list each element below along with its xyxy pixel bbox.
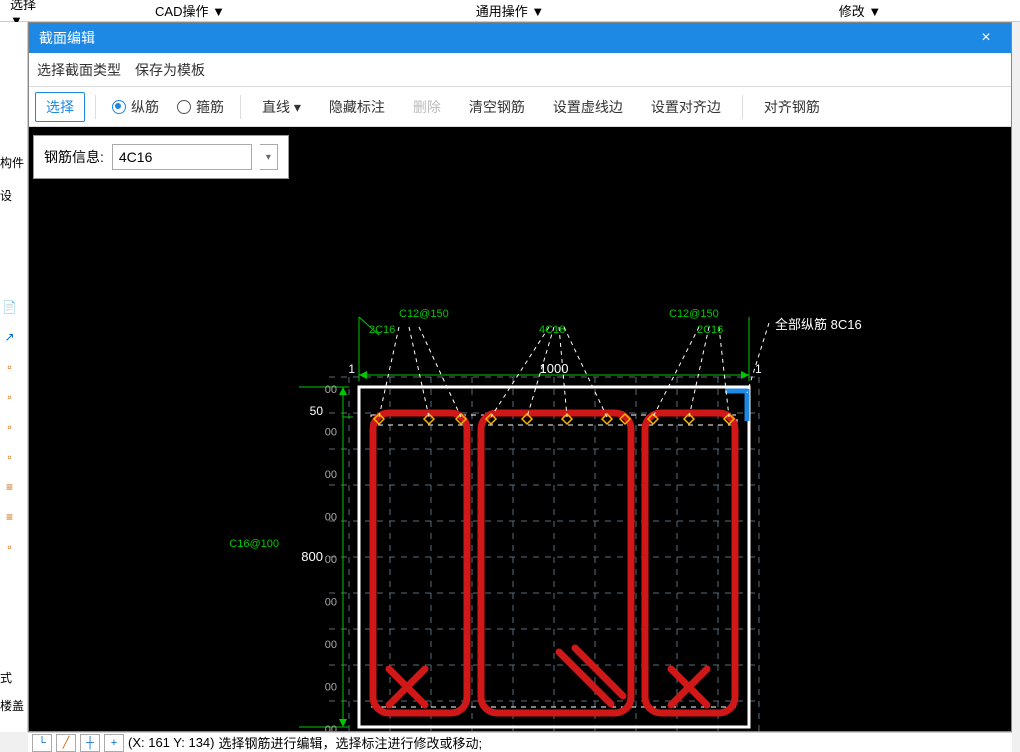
left-label-setting: 设 — [0, 180, 12, 210]
status-coords: (X: 161 Y: 134) — [128, 735, 215, 750]
section-edit-dialog: 截面编辑 × 选择截面类型 保存为模板 选择 纵筋 箍筋 直线 ▾ 隐藏标注 删… — [28, 22, 1012, 732]
select-button[interactable]: 选择 — [35, 92, 85, 122]
separator — [240, 95, 241, 119]
status-message: 选择钢筋进行编辑，选择标注进行修改或移动; — [219, 733, 483, 752]
svg-text:C12@150: C12@150 — [669, 308, 719, 320]
snap-icon[interactable]: + — [104, 734, 124, 752]
snap-icon[interactable]: ┼ — [80, 734, 100, 752]
left-side-strip: 构件 设 📄 ↗ ▫ ▫ ▫ ▫ ≡ ≡ ▫ 式 楼盖 — [0, 22, 28, 732]
svg-text:1000: 1000 — [540, 361, 569, 376]
align-rebar-button[interactable]: 对齐钢筋 — [753, 92, 831, 122]
svg-text:全部纵筋 8C16: 全部纵筋 8C16 — [775, 317, 862, 332]
clear-rebar-button[interactable]: 清空钢筋 — [458, 92, 536, 122]
list-item[interactable]: ▫ — [2, 412, 17, 442]
snap-icon[interactable]: ╱ — [56, 734, 76, 752]
line-button[interactable]: 直线 ▾ — [251, 92, 312, 122]
menu-save-template[interactable]: 保存为模板 — [135, 60, 205, 80]
svg-text:4C16: 4C16 — [539, 324, 565, 336]
hide-annotation-button[interactable]: 隐藏标注 — [318, 92, 396, 122]
list-item[interactable]: ≡ — [2, 502, 17, 532]
svg-text:2C16: 2C16 — [369, 324, 395, 336]
radio-dot-icon — [177, 100, 191, 114]
svg-text:00: 00 — [325, 427, 337, 439]
dialog-title: 截面编辑 — [39, 28, 95, 48]
cad-svg: 10001180050C12@150C12@1502C164C162C16C16… — [29, 127, 1011, 731]
rebar-info-input[interactable] — [112, 144, 252, 170]
dropdown-icon[interactable]: ▾ — [260, 144, 278, 170]
svg-text:50: 50 — [310, 404, 324, 418]
svg-text:C16@100: C16@100 — [229, 538, 279, 550]
radio-dot-icon — [112, 100, 126, 114]
menu-section-type[interactable]: 选择截面类型 — [37, 60, 121, 80]
radio-stirrup[interactable]: 箍筋 — [171, 97, 230, 117]
align-edge-button[interactable]: 设置对齐边 — [640, 92, 732, 122]
radio-longitudinal[interactable]: 纵筋 — [106, 97, 165, 117]
left-label-floor: 楼盖 — [0, 690, 24, 720]
list-item[interactable]: 📄 — [2, 292, 17, 322]
svg-text:C12@150: C12@150 — [399, 308, 449, 320]
list-item[interactable]: ▫ — [2, 352, 17, 382]
svg-text:00: 00 — [325, 724, 337, 731]
left-label-format: 式 — [0, 662, 12, 692]
snap-icon[interactable]: └ — [32, 734, 52, 752]
delete-button[interactable]: 删除 — [402, 92, 452, 122]
svg-text:00: 00 — [325, 512, 337, 524]
menu-general[interactable]: 通用操作 ▼ — [320, 0, 700, 21]
menu-modify[interactable]: 修改 ▼ — [700, 0, 1020, 21]
separator — [95, 95, 96, 119]
list-item[interactable]: ↗ — [2, 322, 17, 352]
svg-text:00: 00 — [325, 639, 337, 651]
dashed-edge-button[interactable]: 设置虚线边 — [542, 92, 634, 122]
menu-cad[interactable]: CAD操作 ▼ — [60, 0, 320, 21]
svg-text:2C16: 2C16 — [697, 324, 723, 336]
svg-text:00: 00 — [325, 469, 337, 481]
svg-text:800: 800 — [301, 549, 323, 564]
drawing-canvas[interactable]: 钢筋信息: ▾ 10001180050C12@150C12@1502C164C1… — [29, 127, 1011, 731]
status-bar: └ ╱ ┼ + (X: 161 Y: 134) 选择钢筋进行编辑，选择标注进行修… — [28, 732, 1012, 752]
svg-text:00: 00 — [325, 554, 337, 566]
rebar-info-label: 钢筋信息: — [44, 147, 104, 167]
menu-select[interactable]: 选择 ▼ — [0, 0, 60, 21]
rebar-info-box: 钢筋信息: ▾ — [33, 135, 289, 179]
left-label-component: 构件 — [0, 147, 24, 177]
dialog-toolbar: 选择 纵筋 箍筋 直线 ▾ 隐藏标注 删除 清空钢筋 设置虚线边 设置对齐边 对… — [29, 87, 1011, 127]
list-item[interactable]: ▫ — [2, 382, 17, 412]
list-item[interactable]: ≡ — [2, 472, 17, 502]
list-item[interactable]: ▫ — [2, 442, 17, 472]
svg-text:00: 00 — [325, 384, 337, 396]
top-menu: 选择 ▼ CAD操作 ▼ 通用操作 ▼ 修改 ▼ — [0, 0, 1020, 22]
dialog-titlebar: 截面编辑 × — [29, 23, 1011, 53]
separator — [742, 95, 743, 119]
close-icon[interactable]: × — [971, 29, 1001, 47]
list-item[interactable]: ▫ — [2, 532, 17, 562]
svg-text:00: 00 — [325, 682, 337, 694]
svg-text:1: 1 — [348, 362, 355, 376]
svg-text:00: 00 — [325, 597, 337, 609]
dialog-menubar: 选择截面类型 保存为模板 — [29, 53, 1011, 87]
